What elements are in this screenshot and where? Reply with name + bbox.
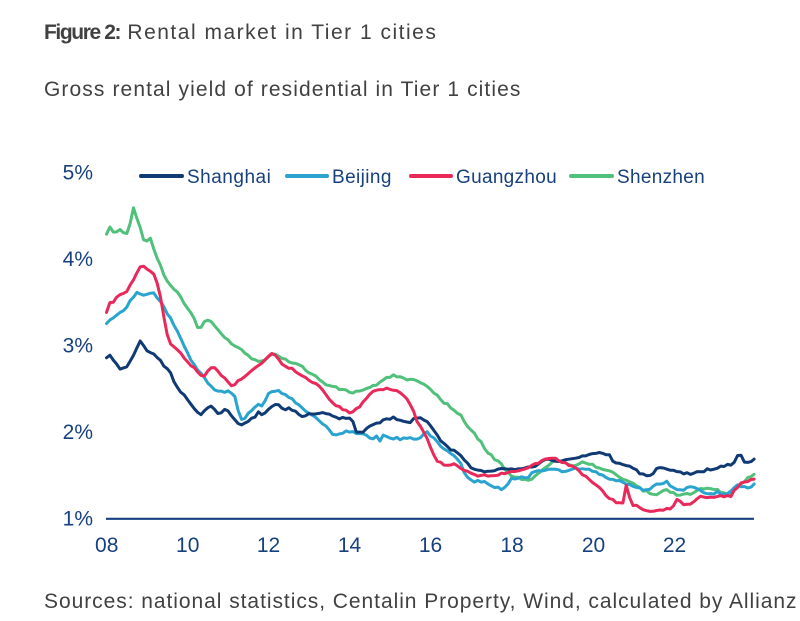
svg-text:14: 14 bbox=[338, 534, 362, 557]
svg-text:18: 18 bbox=[500, 534, 523, 557]
svg-text:Guangzhou: Guangzhou bbox=[456, 167, 557, 188]
svg-text:Shanghai: Shanghai bbox=[187, 167, 271, 188]
svg-text:22: 22 bbox=[663, 534, 686, 557]
svg-text:3%: 3% bbox=[63, 335, 93, 358]
svg-text:16: 16 bbox=[419, 534, 442, 557]
svg-text:20: 20 bbox=[582, 534, 605, 557]
svg-text:Beijing: Beijing bbox=[332, 167, 392, 188]
svg-text:08: 08 bbox=[95, 534, 118, 557]
svg-text:5%: 5% bbox=[63, 162, 93, 185]
svg-text:2%: 2% bbox=[63, 421, 93, 444]
svg-text:12: 12 bbox=[257, 534, 280, 557]
svg-text:10: 10 bbox=[176, 534, 199, 557]
svg-text:4%: 4% bbox=[63, 248, 93, 271]
svg-text:1%: 1% bbox=[63, 508, 93, 531]
svg-text:Shenzhen: Shenzhen bbox=[617, 167, 705, 188]
